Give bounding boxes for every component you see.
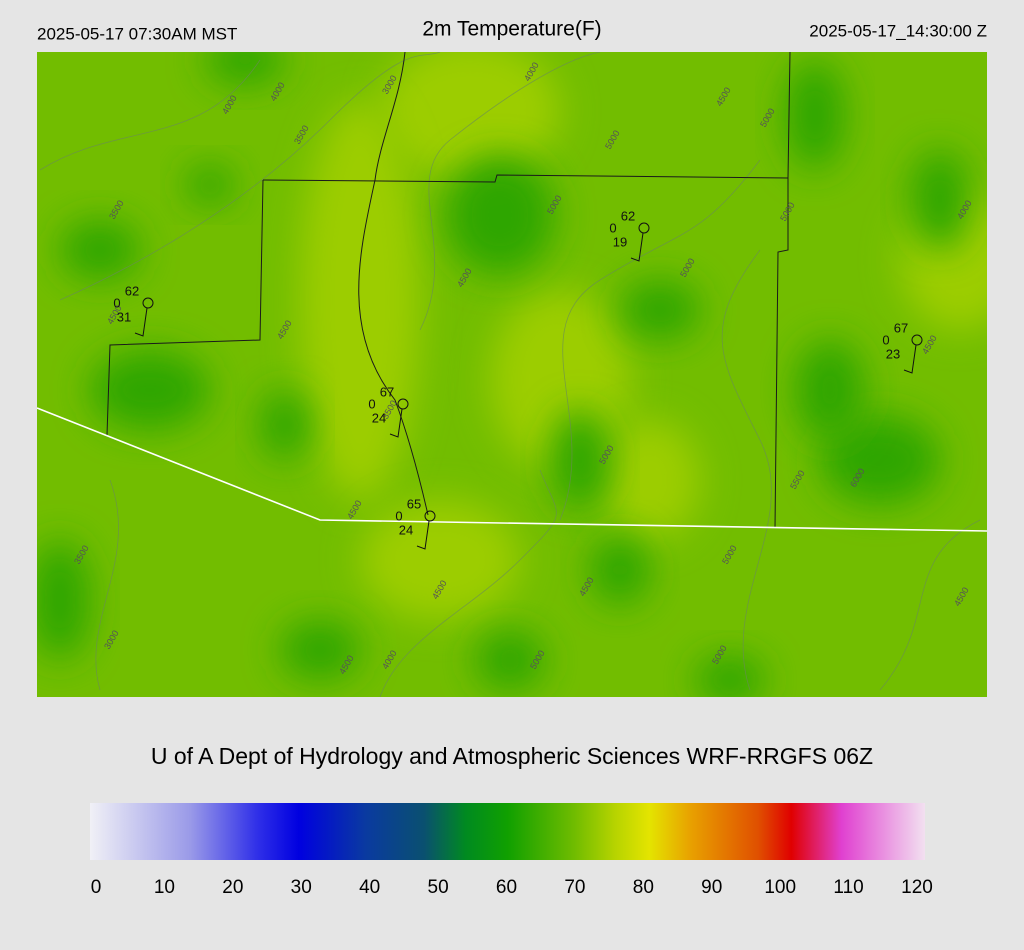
shade-dark (205, 52, 285, 85)
station-temperature: 65 (407, 496, 421, 511)
shade-dark (795, 340, 865, 440)
colorbar-tick-label: 20 (222, 877, 243, 898)
station-circle (638, 222, 650, 234)
station-circle (142, 297, 154, 309)
station-circle (397, 398, 409, 410)
contour-line (419, 52, 601, 331)
station-visibility: 0 (882, 332, 889, 347)
station-temperature: 62 (621, 208, 635, 223)
station-circle (424, 510, 436, 522)
station-temperature: 62 (125, 283, 139, 298)
colorbar-tick-label: 50 (428, 877, 449, 898)
shade-light (380, 52, 560, 180)
shade-light (360, 500, 520, 620)
shade-light (600, 420, 700, 540)
station-visibility: 0 (368, 396, 375, 411)
colorbar-tick-label: 90 (701, 877, 722, 898)
colorbar-tick-label: 110 (833, 877, 863, 898)
contour-line (559, 159, 761, 521)
colorbar-tick-label: 80 (633, 877, 654, 898)
wind-barb (630, 232, 644, 262)
station-dewpoint: 31 (117, 309, 131, 324)
wind-barb (903, 344, 917, 374)
station-dewpoint: 23 (886, 346, 900, 361)
station-dewpoint: 19 (613, 234, 627, 249)
shade-dark (445, 155, 555, 275)
boundary (358, 52, 429, 516)
station-visibility: 0 (113, 295, 120, 310)
shade-dark (785, 60, 845, 170)
shade-dark (60, 220, 140, 280)
boundary (106, 179, 264, 436)
colorbar-tick-label: 0 (91, 877, 102, 898)
shade-dark (590, 535, 650, 605)
boundary (262, 52, 791, 183)
shade-light (300, 100, 420, 500)
shade-dark (260, 390, 310, 460)
valid-time-local: 2025-05-17 07:30AM MST (37, 24, 237, 43)
valid-time-utc: 2025-05-17_14:30:00 Z (809, 21, 987, 40)
shade-dark (620, 280, 700, 340)
station-visibility: 0 (609, 220, 616, 235)
contour-line (721, 249, 772, 691)
colorbar-tick-label: 10 (154, 877, 175, 898)
shade-dark (280, 620, 360, 680)
wind-barb (134, 307, 148, 337)
colorbar-tick-label: 30 (291, 877, 312, 898)
wind-barb (416, 520, 430, 550)
colorbar (90, 803, 925, 860)
shade-dark (475, 630, 545, 690)
title: 2m Temperature(F) (422, 18, 601, 41)
shade-dark (550, 410, 610, 510)
credit: U of A Dept of Hydrology and Atmospheric… (151, 743, 873, 769)
wind-barb (389, 408, 403, 438)
shade-dark (185, 165, 235, 205)
contour-line (39, 59, 261, 171)
contour-line (95, 479, 119, 691)
state-line (37, 407, 987, 532)
shade-dark (90, 350, 210, 430)
contour-line (379, 469, 557, 697)
station-dewpoint: 24 (372, 410, 386, 425)
station-visibility: 0 (395, 508, 402, 523)
shade-dark (820, 415, 940, 505)
colorbar-tick-label: 40 (359, 877, 380, 898)
colorbar-tick-label: 120 (901, 877, 933, 898)
boundary (774, 178, 789, 529)
station-circle (911, 334, 923, 346)
colorbar-tick-label: 60 (496, 877, 517, 898)
contour-line (59, 52, 441, 301)
station-temperature: 67 (894, 320, 908, 335)
shade-dark (695, 655, 765, 697)
station-dewpoint: 24 (399, 522, 413, 537)
shade-dark (37, 540, 90, 660)
shade-dark (910, 150, 970, 250)
colorbar-tick-label: 100 (764, 877, 796, 898)
colorbar-tick-label: 70 (564, 877, 585, 898)
station-temperature: 67 (380, 384, 394, 399)
contour-line (879, 519, 981, 691)
